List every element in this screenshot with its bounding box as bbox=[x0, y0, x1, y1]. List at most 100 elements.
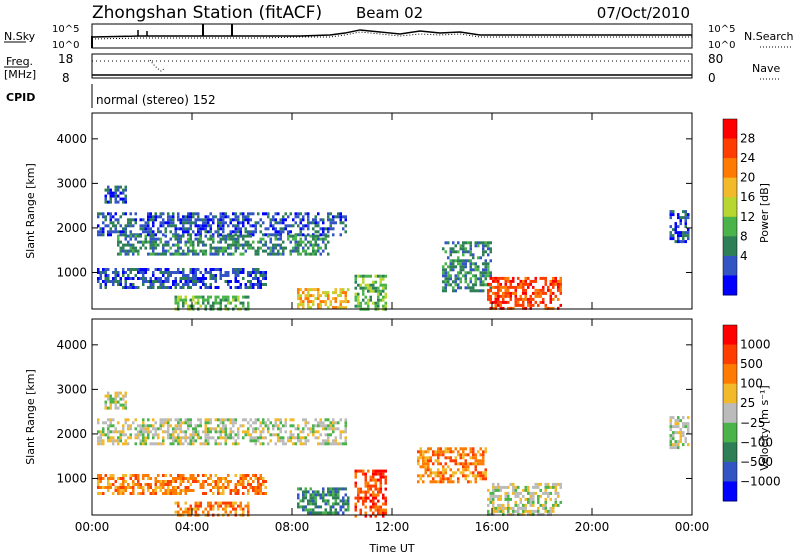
velocity-echo-cell bbox=[304, 442, 307, 446]
power-echo-cell bbox=[122, 212, 125, 216]
power-echo-cell bbox=[137, 234, 140, 238]
power-echo-cell bbox=[322, 240, 325, 244]
power-echo-cell bbox=[204, 249, 207, 253]
velocity-echo-cell bbox=[184, 507, 187, 511]
power-echo-cell bbox=[129, 271, 132, 274]
velocity-echo-cell bbox=[344, 418, 347, 422]
velocity-echo-cell bbox=[669, 440, 672, 444]
velocity-echo-cell bbox=[132, 421, 135, 425]
velocity-echo-cell bbox=[497, 482, 500, 486]
velocity-echo-cell bbox=[169, 474, 172, 477]
power-echo-cell bbox=[124, 224, 127, 228]
velocity-echo-cell bbox=[522, 494, 525, 498]
power-echo-cell bbox=[139, 234, 142, 238]
velocity-echo-cell bbox=[97, 442, 100, 446]
velocity-echo-cell bbox=[192, 480, 195, 483]
power-echo-cell bbox=[269, 224, 272, 228]
power-echo-cell bbox=[142, 277, 145, 280]
velocity-echo-cell bbox=[157, 433, 160, 437]
velocity-echo-cell bbox=[102, 433, 105, 437]
power-echo-cell bbox=[222, 227, 225, 231]
power-echo-cell bbox=[124, 286, 127, 289]
velocity-echo-cell bbox=[429, 456, 432, 460]
power-echo-cell bbox=[122, 274, 125, 277]
velocity-echo-cell bbox=[424, 465, 427, 469]
velocity-echo-cell bbox=[354, 508, 357, 512]
power-echo-cell bbox=[304, 288, 307, 292]
power-echo-cell bbox=[104, 271, 107, 274]
velocity-echo-cell bbox=[182, 430, 185, 434]
velocity-echo-cell bbox=[109, 439, 112, 443]
velocity-echo-cell bbox=[514, 488, 517, 492]
power-echo-cell bbox=[339, 300, 342, 304]
power-echo-cell bbox=[144, 230, 147, 234]
power-echo-cell bbox=[262, 233, 265, 237]
velocity-echo-cell bbox=[382, 508, 385, 512]
velocity-echo-cell bbox=[257, 492, 260, 495]
velocity-echo-cell bbox=[292, 442, 295, 446]
power-echo-cell bbox=[317, 237, 320, 241]
velocity-echo-cell bbox=[117, 442, 120, 446]
velocity-echo-cell bbox=[187, 489, 190, 492]
velocity-echo-cell bbox=[257, 418, 260, 422]
power-echo-cell bbox=[222, 221, 225, 225]
velocity-echo-cell bbox=[172, 439, 175, 443]
power-echo-cell bbox=[457, 286, 460, 290]
power-echo-cell bbox=[457, 274, 460, 278]
power-echo-cell bbox=[247, 301, 250, 305]
power-echo-cell bbox=[682, 231, 685, 235]
velocity-y-tick-label: 4000 bbox=[56, 338, 87, 352]
velocity-echo-cell bbox=[307, 499, 310, 503]
power-echo-cell bbox=[479, 283, 482, 287]
velocity-echo-cell bbox=[177, 442, 180, 446]
velocity-echo-cell bbox=[129, 436, 132, 440]
velocity-echo-cell bbox=[502, 509, 505, 513]
power-echo-cell bbox=[162, 243, 165, 247]
power-echo-cell bbox=[377, 295, 380, 299]
velocity-echo-cell bbox=[207, 504, 210, 508]
velocity-echo-cell bbox=[239, 507, 242, 511]
velocity-echo-cell bbox=[104, 394, 107, 398]
velocity-echo-cell bbox=[382, 502, 385, 506]
velocity-echo-cell bbox=[117, 394, 120, 398]
velocity-echo-cell bbox=[187, 486, 190, 489]
velocity-echo-cell bbox=[142, 418, 145, 422]
velocity-echo-cell bbox=[339, 499, 342, 503]
power-echo-cell bbox=[374, 286, 377, 290]
velocity-echo-cell bbox=[109, 421, 112, 425]
power-echo-cell bbox=[534, 294, 537, 298]
power-colorbar-tick: 4 bbox=[740, 249, 748, 263]
power-echo-cell bbox=[669, 216, 672, 220]
power-echo-cell bbox=[472, 286, 475, 290]
power-echo-cell bbox=[242, 304, 245, 308]
velocity-echo-cell bbox=[154, 486, 157, 489]
power-echo-cell bbox=[354, 274, 357, 278]
velocity-echo-cell bbox=[202, 483, 205, 486]
velocity-echo-cell bbox=[227, 433, 230, 437]
velocity-echo-cell bbox=[529, 500, 532, 504]
power-echo-cell bbox=[449, 247, 452, 251]
velocity-echo-cell bbox=[187, 424, 190, 428]
velocity-echo-cell bbox=[437, 474, 440, 478]
velocity-echo-cell bbox=[304, 487, 307, 491]
velocity-x-tick-label: 20:00 bbox=[575, 520, 610, 534]
power-echo-cell bbox=[482, 289, 485, 293]
power-echo-cell bbox=[357, 283, 360, 287]
power-colorbar-frame bbox=[722, 118, 738, 296]
power-echo-cell bbox=[197, 301, 200, 305]
power-echo-cell bbox=[312, 218, 315, 222]
power-echo-cell bbox=[234, 230, 237, 234]
velocity-echo-cell bbox=[147, 418, 150, 422]
velocity-echo-cell bbox=[294, 442, 297, 446]
velocity-echo-cell bbox=[194, 477, 197, 480]
power-echo-cell bbox=[119, 249, 122, 253]
velocity-echo-cell bbox=[529, 512, 532, 516]
power-echo-cell bbox=[112, 215, 115, 219]
velocity-echo-cell bbox=[169, 424, 172, 428]
power-echo-cell bbox=[684, 222, 687, 226]
velocity-echo-cell bbox=[124, 400, 127, 404]
power-echo-cell bbox=[264, 243, 267, 247]
power-echo-cell bbox=[99, 230, 102, 234]
velocity-echo-cell bbox=[207, 477, 210, 480]
velocity-echo-cell bbox=[327, 487, 330, 491]
